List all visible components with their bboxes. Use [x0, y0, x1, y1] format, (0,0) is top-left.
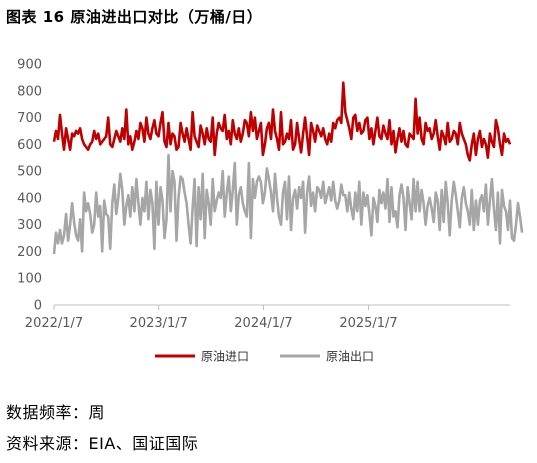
y-tick-label: 200 [17, 245, 42, 260]
plot-area [52, 81, 524, 255]
legend-label-import: 原油进口 [201, 350, 249, 364]
y-tick-label: 0 [34, 299, 42, 314]
y-tick-label: 500 [17, 165, 42, 180]
y-tick-label: 100 [17, 272, 42, 287]
y-tick-label: 700 [17, 111, 42, 126]
y-tick-label: 400 [17, 191, 42, 206]
data-source-note: 资料来源：EIA、国证国际 [6, 434, 199, 453]
y-tick-label: 900 [17, 58, 42, 73]
import-series-line [52, 81, 512, 162]
x-tick-label: 2022/1/7 [25, 316, 83, 331]
y-tick-label: 600 [17, 138, 42, 153]
x-tick-label: 2023/1/7 [130, 316, 188, 331]
y-axis: 0 100 200 300 400 500 600 700 800 900 [17, 58, 42, 314]
x-tick-label: 2024/1/7 [234, 316, 292, 331]
x-tick-label: 2025/1/7 [339, 316, 397, 331]
legend: 原油进口 原油出口 [155, 350, 374, 364]
chart-title: 图表 16 原油进出口对比（万桶/日） [6, 8, 263, 26]
data-frequency-note: 数据频率：周 [6, 403, 106, 422]
legend-label-export: 原油出口 [326, 350, 374, 364]
x-axis: 2022/1/7 2023/1/7 2024/1/7 2025/1/7 [25, 304, 510, 331]
y-tick-label: 300 [17, 218, 42, 233]
export-series-line [52, 153, 524, 255]
y-tick-label: 800 [17, 84, 42, 99]
